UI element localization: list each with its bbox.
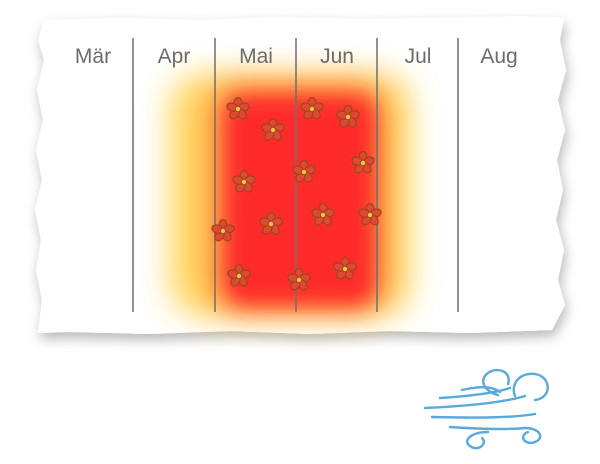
wind-icon — [423, 368, 549, 450]
bloom-intensity-glow — [170, 75, 410, 315]
month-label-jul: Jul — [405, 45, 432, 68]
month-label-jun: Jun — [320, 45, 354, 68]
month-label-aug: Aug — [480, 45, 517, 68]
month-label-mar: Mär — [75, 45, 111, 68]
month-label-mai: Mai — [239, 45, 273, 68]
month-dividers — [132, 38, 459, 312]
month-labels: Mär Apr Mai Jun Jul Aug — [75, 45, 518, 68]
month-label-apr: Apr — [158, 45, 191, 68]
